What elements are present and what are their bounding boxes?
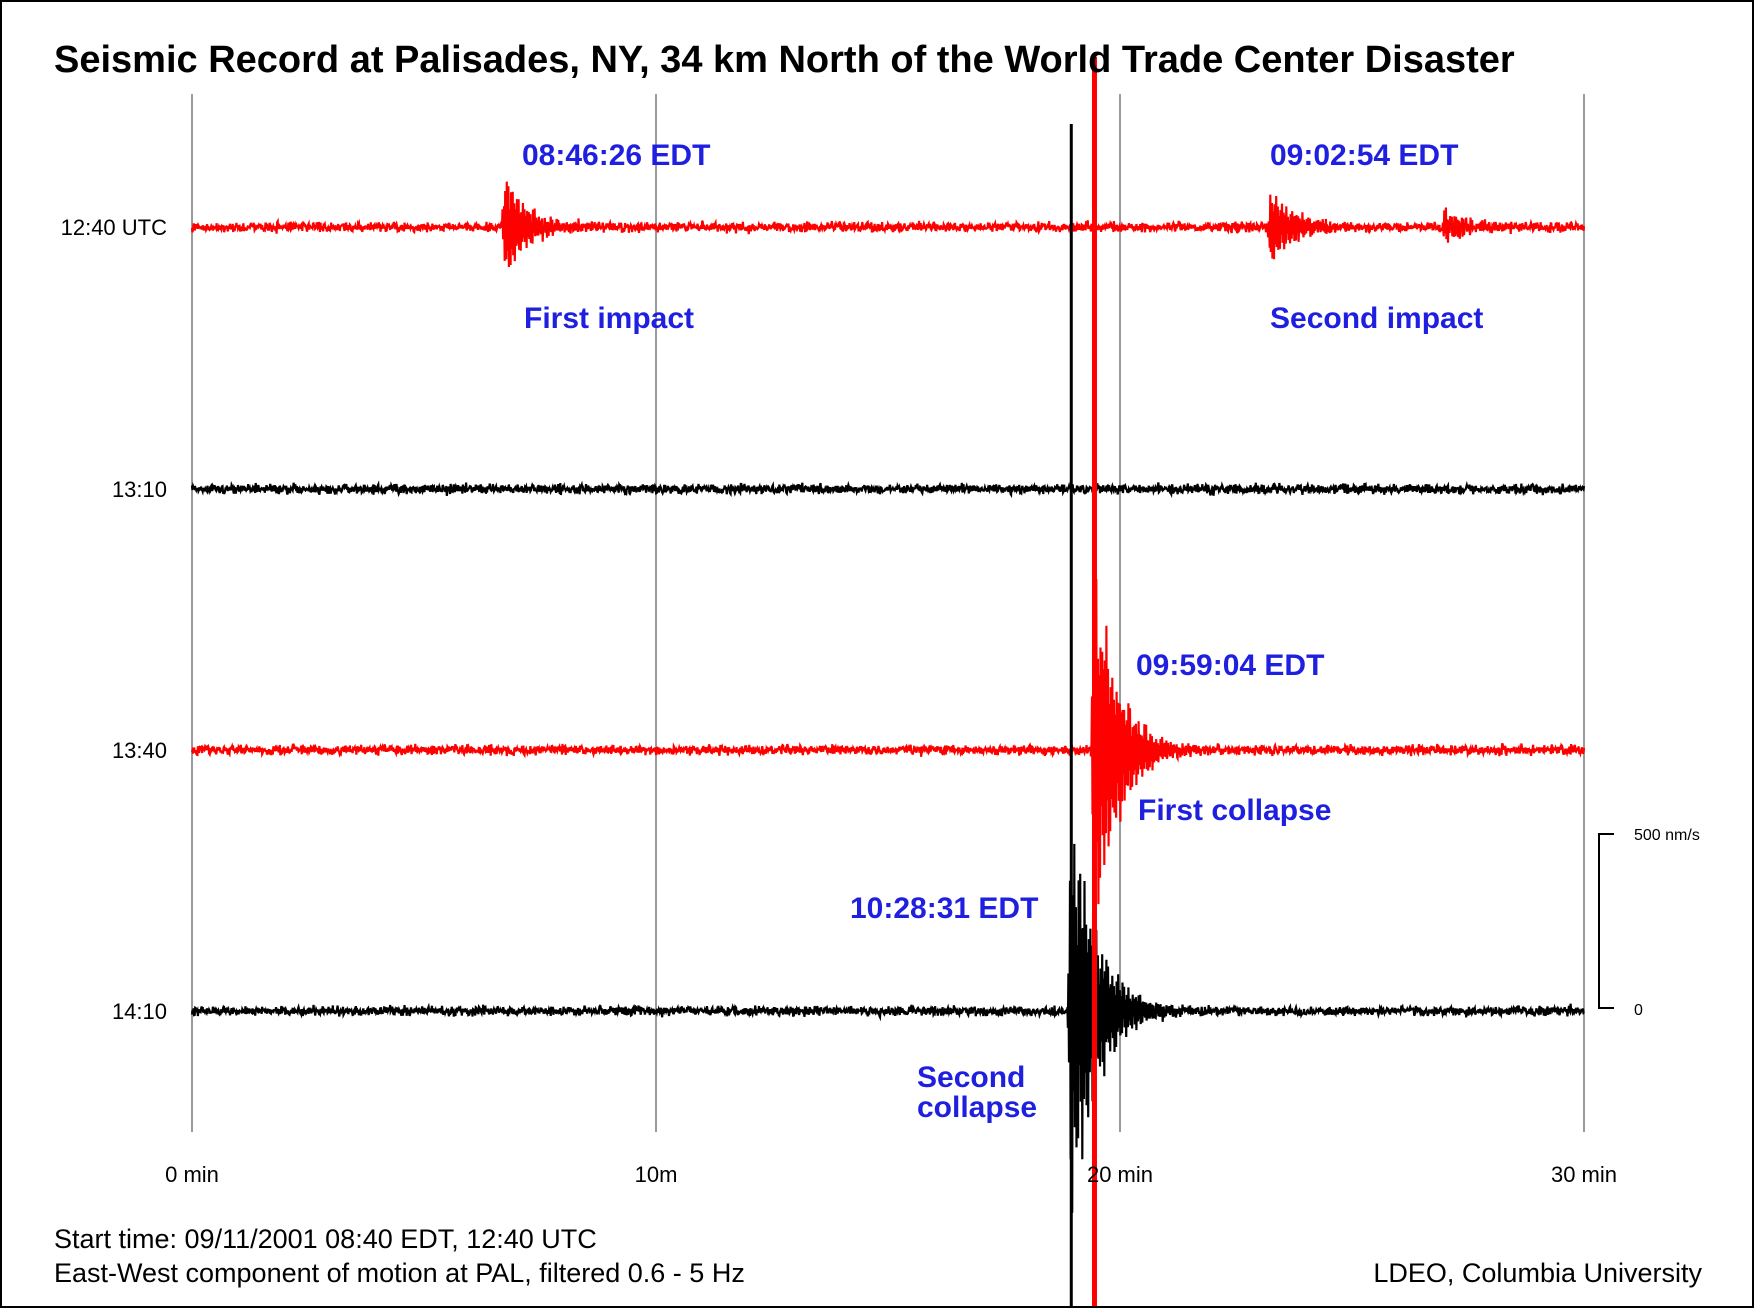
trace-2	[190, 579, 1586, 905]
annotation-label-0: First impact	[524, 302, 694, 335]
grid-layer	[191, 94, 1585, 1132]
row-label-2: 13:40	[112, 738, 167, 763]
scale-bar-top-label: 500 nm/s	[1634, 827, 1700, 844]
footer-start-time: Start time: 09/11/2001 08:40 EDT, 12:40 …	[54, 1224, 597, 1254]
x-tick-label-3: 30 min	[1551, 1162, 1617, 1187]
annotation-time-1: 09:02:54 EDT	[1270, 139, 1458, 172]
annotation-time-3: 10:28:31 EDT	[850, 892, 1038, 925]
trace-1	[190, 480, 1586, 499]
x-tick-label-0: 0 min	[165, 1162, 219, 1187]
trace-3	[190, 843, 1585, 1213]
annotation-label-2: First collapse	[1138, 794, 1331, 827]
annotation-time-2: 09:59:04 EDT	[1136, 649, 1324, 682]
annotation-label-3-0: Second	[917, 1061, 1025, 1094]
x-tick-label-1: 10m	[635, 1162, 678, 1187]
label-layer: 0 min 10m 20 min 30 min 12:40 UTC 13:10 13:40 1…	[61, 139, 1700, 1187]
chart-title: Seismic Record at Palisades, NY, 34 km N…	[54, 39, 1515, 81]
footer-component-note: East-West component of motion at PAL, fi…	[54, 1258, 745, 1288]
annotation-time-0: 08:46:26 EDT	[522, 139, 710, 172]
scale-bar	[1598, 833, 1614, 1009]
footer-credit: LDEO, Columbia University	[1373, 1258, 1702, 1288]
scale-bar-bottom-label: 0	[1634, 1002, 1643, 1019]
row-label-3: 14:10	[112, 999, 167, 1024]
row-label-1: 13:10	[112, 477, 167, 502]
x-tick-label-2: 20 min	[1087, 1162, 1153, 1187]
trace-0	[190, 181, 1586, 268]
row-label-0: 12:40 UTC	[61, 215, 167, 240]
annotation-label-1: Second impact	[1270, 302, 1483, 335]
trace-layer	[190, 57, 1586, 1306]
annotation-label-3-1: collapse	[917, 1091, 1037, 1124]
